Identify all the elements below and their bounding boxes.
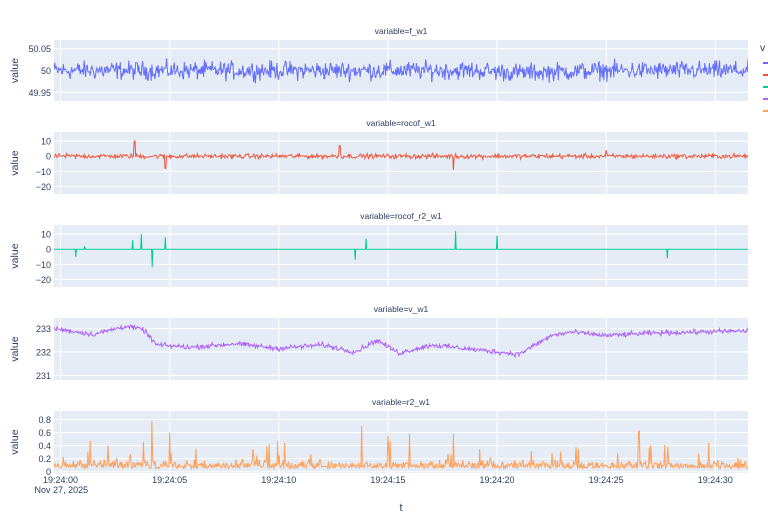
y-tick-label: 0.4 <box>38 441 51 451</box>
x-axis: 19:24:00 19:24:05 19:24:10 19:24:15 19:24:20… <box>35 475 733 514</box>
y-axis-title: value <box>9 58 21 83</box>
y-tick-label: 0 <box>46 467 51 477</box>
x-tick-label: 19:24:00 <box>43 475 78 485</box>
y-axis-title: value <box>9 150 21 175</box>
y-tick-label: 231 <box>36 371 51 381</box>
x-tick-label: 19:24:30 <box>698 475 733 485</box>
series-line-5 <box>54 420 748 471</box>
y-tick-label: 50 <box>41 66 51 76</box>
y-axis-title: value <box>9 243 21 268</box>
legend: v <box>760 42 768 112</box>
y-axis-title: value <box>9 336 21 361</box>
legend-title: v <box>760 42 766 54</box>
y-axis-title: value <box>9 429 21 454</box>
facet-title: variable=v_w1 <box>374 304 429 314</box>
series-line-3 <box>54 230 748 268</box>
y-tick-label: 49.95 <box>28 88 51 98</box>
y-tick-label: 0.6 <box>38 428 51 438</box>
x-tick-label: 19:24:20 <box>480 475 515 485</box>
x-tick-label: 19:24:10 <box>261 475 296 485</box>
x-axis-title: t <box>399 502 402 514</box>
series-line-4 <box>54 324 748 359</box>
x-tick-label: 19:24:25 <box>589 475 624 485</box>
x-tick-label: 19:24:15 <box>370 475 405 485</box>
plot-background <box>54 318 748 380</box>
facet-title: variable=r2_w1 <box>372 397 430 407</box>
y-tick-label: −20 <box>36 275 51 285</box>
y-tick-label: 0 <box>46 245 51 255</box>
facet-title: variable=rocof_w1 <box>366 118 435 128</box>
y-tick-label: −10 <box>36 260 51 270</box>
x-date-label: Nov 27, 2025 <box>35 485 89 495</box>
series-line-1 <box>54 58 748 84</box>
y-tick-label: 50.05 <box>28 44 51 54</box>
y-tick-label: 0.2 <box>38 454 51 464</box>
y-tick-label: −10 <box>36 167 51 177</box>
y-tick-label: 233 <box>36 324 51 334</box>
facet-title: variable=f_w1 <box>375 26 428 36</box>
x-tick-label: 19:24:05 <box>152 475 187 485</box>
y-tick-label: 10 <box>41 137 51 147</box>
y-tick-label: 10 <box>41 230 51 240</box>
y-tick-label: −20 <box>36 182 51 192</box>
y-tick-label: 0.8 <box>38 415 51 425</box>
series-line-2 <box>54 140 748 170</box>
y-tick-label: 0 <box>46 152 51 162</box>
y-tick-label: 232 <box>36 347 51 357</box>
facet-title: variable=rocof_r2_w1 <box>360 211 442 221</box>
